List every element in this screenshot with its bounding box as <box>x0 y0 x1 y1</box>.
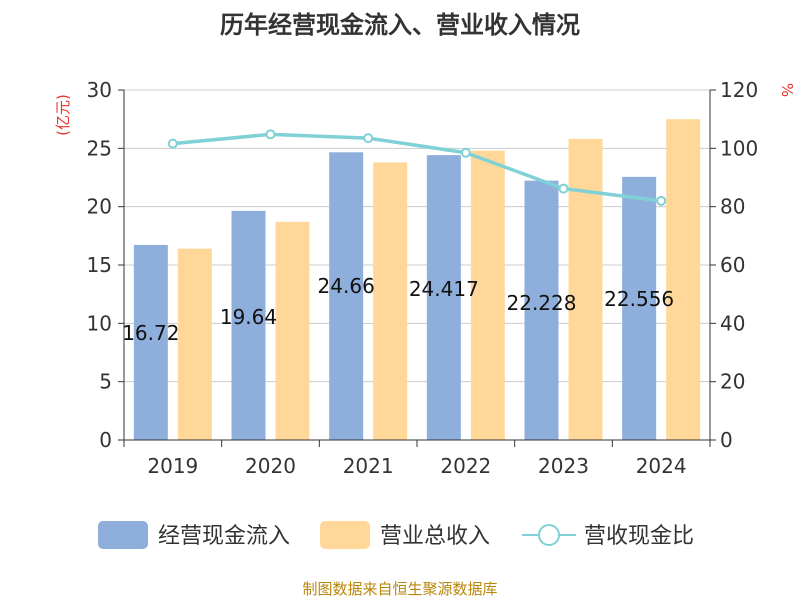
bar-revenue <box>373 162 408 441</box>
data-labels: 16.72 19.64 24.66 24.417 22.228 22.556 <box>122 274 674 345</box>
left-tick-label: 15 <box>87 253 112 277</box>
left-tick-label: 30 <box>87 78 112 102</box>
x-tick-label: 2020 <box>245 454 296 478</box>
bar-cash-inflow <box>329 152 364 441</box>
right-tick-label: 100 <box>720 136 758 160</box>
bar-data-label: 22.228 <box>507 291 577 315</box>
left-axis-unit: (亿元) <box>54 94 72 136</box>
legend-swatch <box>320 521 370 549</box>
left-tick-label: 25 <box>87 136 112 160</box>
bar-revenue <box>568 139 603 440</box>
ratio-line <box>167 129 667 206</box>
line-point <box>656 195 667 206</box>
legend-label: 经营现金流入 <box>158 524 290 549</box>
legend-swatch <box>98 521 148 549</box>
right-tick-label: 20 <box>720 370 745 394</box>
line-ratio <box>172 132 662 203</box>
bar-cash-inflow <box>524 180 559 440</box>
bar-revenue <box>177 248 212 440</box>
gridlines <box>124 89 710 383</box>
legend: 经营现金流入 营业总收入 营收现金比 <box>98 521 694 549</box>
left-tick-label: 10 <box>87 311 112 335</box>
bar-data-label: 16.72 <box>122 321 179 345</box>
bar-data-label: 24.66 <box>318 274 375 298</box>
legend-label: 营收现金比 <box>584 524 694 549</box>
bar-revenue <box>470 150 505 440</box>
left-tick-label: 0 <box>99 428 112 452</box>
source-note: 制图数据来自恒生聚源数据库 <box>302 580 497 598</box>
bar-cash-inflow <box>426 155 461 440</box>
right-tick-label: 120 <box>720 78 758 102</box>
x-tick-label: 2023 <box>538 454 589 478</box>
right-tick-label: 60 <box>720 253 745 277</box>
chart-title: 历年经营现金流入、营业收入情况 <box>220 11 580 39</box>
left-tick-label: 20 <box>87 195 112 219</box>
right-tick-label: 0 <box>720 428 733 452</box>
x-tick-label: 2019 <box>147 454 198 478</box>
bar-data-label: 22.556 <box>604 287 674 311</box>
x-tick-label: 2022 <box>440 454 491 478</box>
bar-cash-inflow <box>231 210 266 440</box>
right-tick-label: 80 <box>720 195 745 219</box>
bar-cash-inflow <box>133 244 168 440</box>
bar-revenue <box>275 221 310 440</box>
x-tick-label: 2024 <box>636 454 687 478</box>
bar-revenue <box>666 119 701 441</box>
right-tick-label: 40 <box>720 311 745 335</box>
bars <box>133 119 701 441</box>
bar-cash-inflow <box>622 176 657 440</box>
x-tick-label: 2021 <box>343 454 394 478</box>
line-point <box>167 138 178 149</box>
line-point <box>363 133 374 144</box>
line-point <box>558 183 569 194</box>
line-point <box>265 129 276 140</box>
left-tick-label: 5 <box>99 370 112 394</box>
bar-data-label: 19.64 <box>220 305 277 329</box>
legend-label: 营业总收入 <box>380 524 490 549</box>
axes: 0 5 10 15 20 25 30 0 20 40 60 80 100 120 2019 2020 2021 2… <box>87 78 759 478</box>
right-axis-unit: % <box>778 83 796 97</box>
legend-marker <box>538 524 560 546</box>
bar-data-label: 24.417 <box>409 277 479 301</box>
line-point <box>460 147 471 158</box>
